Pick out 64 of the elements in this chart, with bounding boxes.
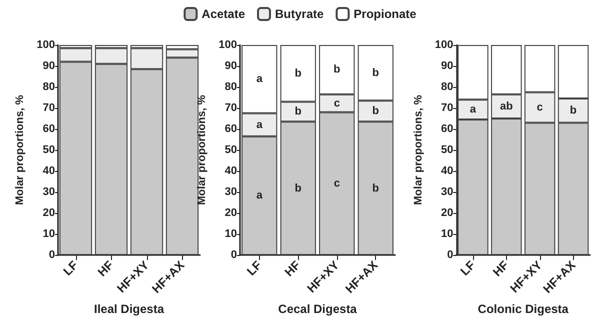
y-tick-label: 60 (42, 123, 55, 135)
x-tick-label: LF (458, 258, 478, 278)
data-label: ab (500, 100, 514, 112)
y-tick-label: 40 (42, 165, 55, 177)
y-tick-label: 0 (230, 249, 237, 261)
data-label: a (256, 118, 264, 131)
data-label: c (334, 178, 340, 190)
data-label: b (294, 67, 302, 80)
data-label: b (294, 106, 302, 118)
y-tick-label: 20 (42, 207, 55, 219)
y-tick-label: 20 (224, 207, 237, 219)
x-axis-title: Cecal Digesta (278, 302, 358, 316)
y-tick-label: 80 (441, 81, 454, 93)
y-tick-label: 100 (218, 39, 237, 51)
y-tick-label: 20 (441, 207, 454, 219)
data-label: a (256, 73, 264, 86)
x-tick-label: LF (244, 258, 264, 278)
y-tick-label: 50 (224, 144, 237, 156)
x-tick-label: HF (490, 258, 512, 280)
x-axis-title: Ileal Digesta (94, 302, 164, 316)
legend-label: Propionate (354, 7, 417, 21)
y-tick-label: 10 (441, 228, 454, 240)
y-tick-label: 0 (447, 249, 454, 261)
y-tick-label: 0 (48, 249, 55, 261)
x-tick-label: LF (60, 258, 81, 278)
y-tick-label: 30 (441, 186, 454, 198)
data-label: c (536, 101, 543, 114)
y-tick-label: 80 (224, 81, 237, 93)
y-tick-label: 70 (224, 102, 237, 114)
data-label: a (470, 104, 477, 116)
data-label: b (570, 104, 577, 117)
y-tick-label: 40 (441, 165, 454, 177)
y-tick-label: 100 (434, 39, 454, 51)
data-label: b (372, 182, 380, 194)
x-tick-label: HF (282, 258, 304, 280)
y-tick-label: 30 (42, 186, 55, 198)
y-tick-label: 100 (36, 39, 55, 51)
legend-label: Butyrate (275, 7, 324, 21)
y-tick-label: 50 (441, 144, 454, 156)
data-label: c (334, 97, 340, 110)
x-tick-label: HF (95, 258, 116, 280)
y-tick-label: 70 (42, 102, 55, 114)
legend-label: Acetate (202, 7, 246, 21)
y-axis-title: Molar proportions, % (412, 94, 424, 205)
x-axis-title: Colonic Digesta (478, 302, 569, 316)
y-tick-label: 10 (42, 228, 55, 240)
y-tick-label: 50 (42, 144, 55, 156)
y-axis-title: Molar proportions, % (196, 94, 208, 205)
y-tick-label: 70 (441, 102, 454, 114)
y-tick-label: 60 (441, 123, 454, 135)
y-tick-label: 90 (42, 60, 55, 72)
y-tick-label: 10 (224, 228, 237, 240)
data-label: b (372, 105, 380, 118)
data-label: b (372, 66, 380, 79)
data-label: b (294, 182, 302, 194)
y-tick-label: 60 (224, 123, 237, 135)
data-label: a (256, 190, 264, 202)
data-label: b (334, 64, 341, 76)
y-tick-label: 30 (224, 186, 237, 198)
y-tick-label: 90 (224, 60, 237, 72)
y-axis-title: Molar proportions, % (14, 94, 26, 205)
y-tick-label: 80 (42, 81, 55, 93)
y-tick-label: 40 (224, 165, 237, 177)
y-tick-label: 90 (441, 60, 454, 72)
